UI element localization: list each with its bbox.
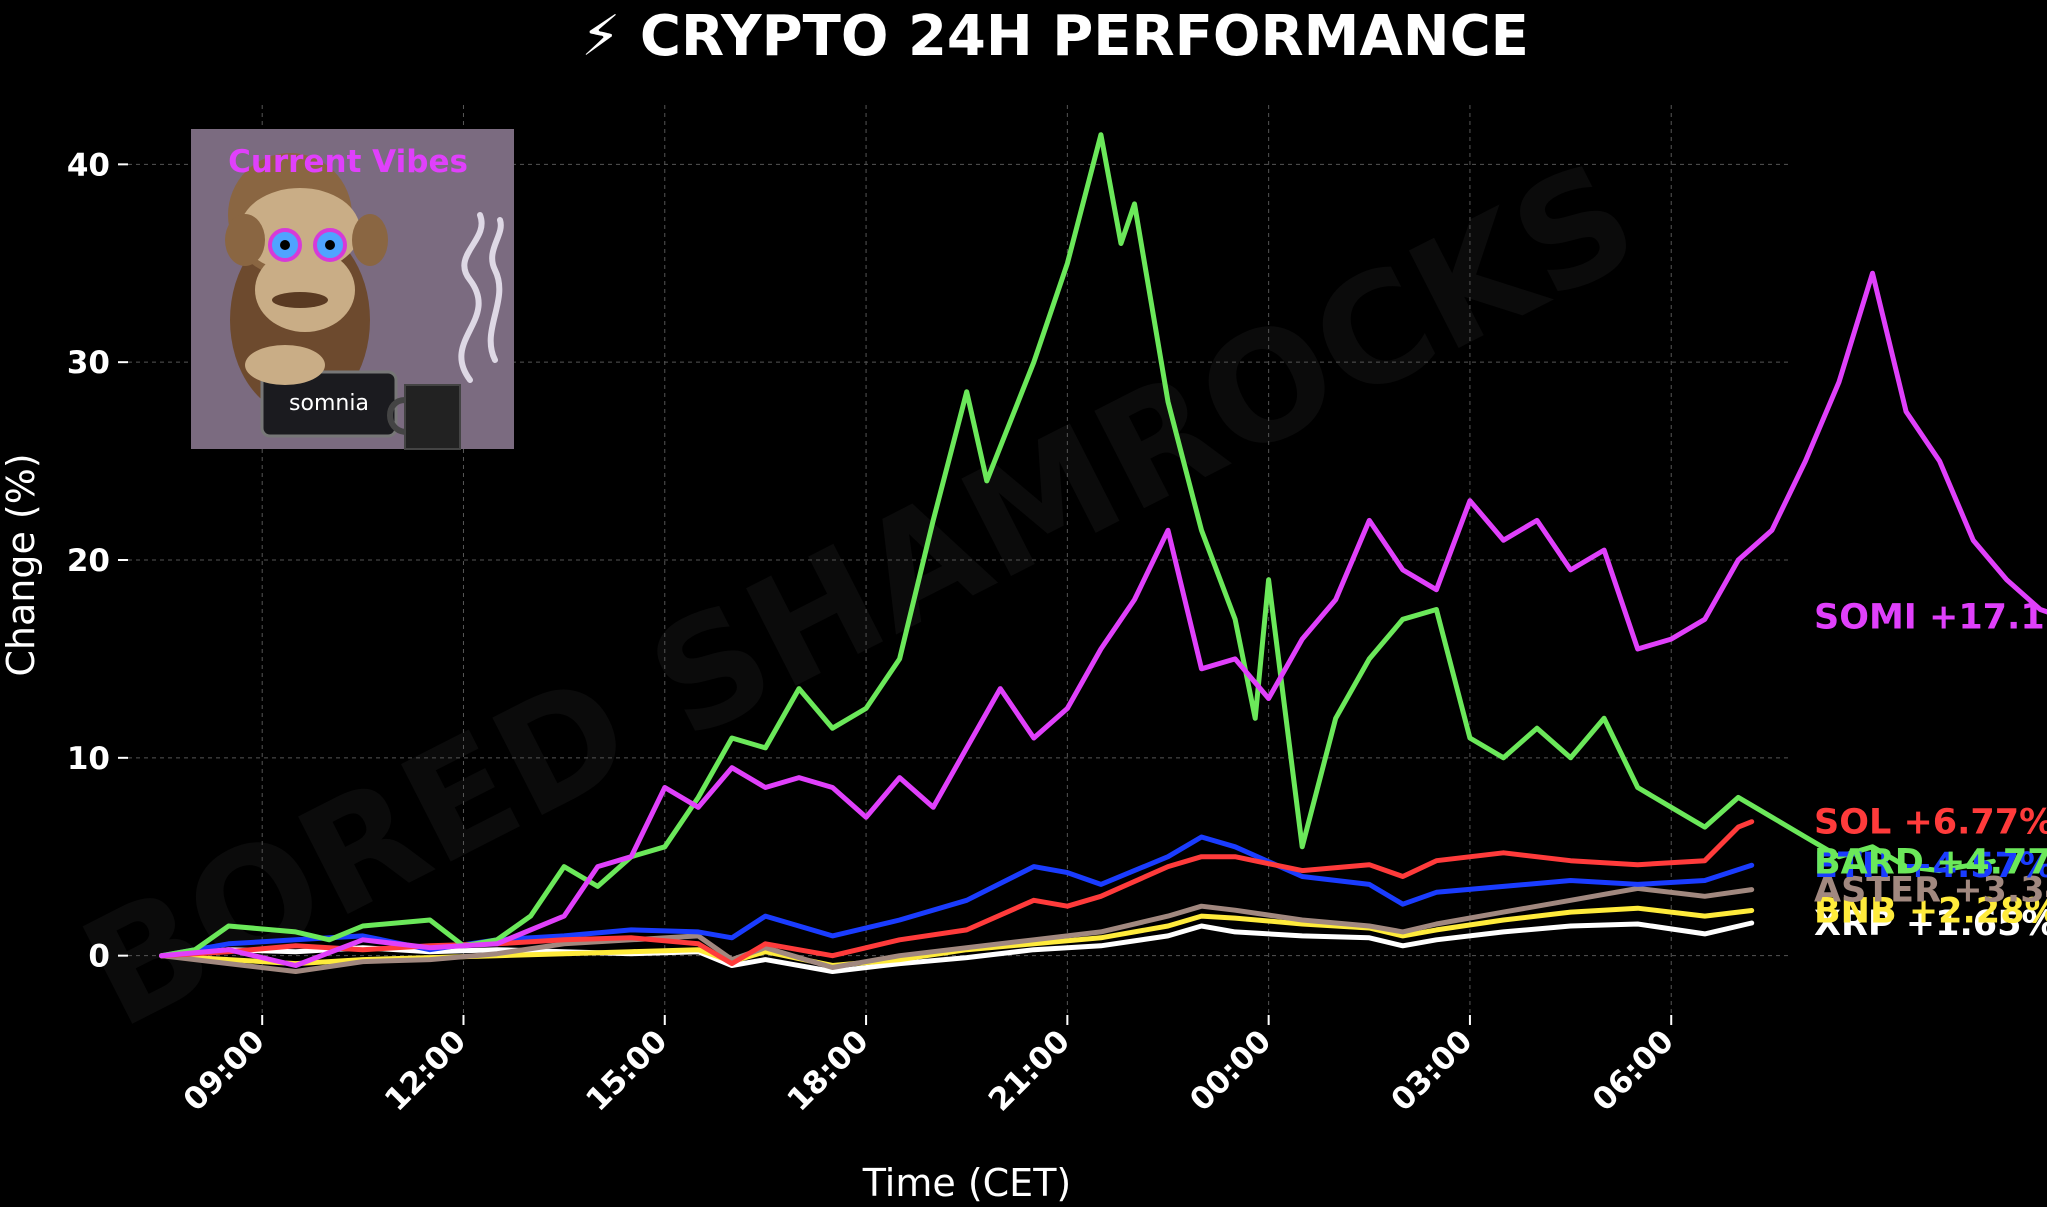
- x-tick-layer: 09:00 12:00 15:00 18:00 21:00 00:00 03:00 06:00: [177, 1015, 1681, 1118]
- x-tick-label: 15:00: [579, 1023, 674, 1118]
- x-tick-label: 09:00: [177, 1023, 272, 1118]
- x-tick-label: 03:00: [1384, 1023, 1479, 1118]
- y-axis-label: Change (%): [0, 453, 43, 676]
- y-tick-layer: 0 10 20 30 40: [67, 147, 128, 975]
- y-tick-label: 0: [88, 939, 110, 975]
- y-tick-label: 20: [67, 543, 110, 579]
- end-label-eth: ETH +4.57%: [1814, 846, 2047, 886]
- y-tick-label: 10: [67, 741, 110, 777]
- hand-icon: [245, 345, 325, 385]
- end-label-bard: BARD +4.77%: [1814, 842, 2047, 882]
- x-tick-label: 21:00: [982, 1023, 1077, 1118]
- inset-image: somnia Current Vibes: [191, 129, 514, 450]
- series-layer: [159, 132, 2047, 974]
- end-label-aster: ASTER +3.34%: [1814, 871, 2047, 911]
- end-label-somi: SOMI +17.15%: [1814, 597, 2047, 637]
- phone-icon: somnia: [260, 370, 398, 438]
- end-label-bnb: BNB +2.28%: [1814, 892, 2047, 932]
- x-axis-label: Time (CET): [862, 1161, 1071, 1205]
- end-label-layer: XRP +1.65%BNB +2.28%ASTER +3.34%ETH +4.5…: [1814, 597, 2047, 944]
- x-tick-label: 00:00: [1183, 1023, 1278, 1118]
- steam-icon: [458, 212, 504, 383]
- series-line-bard: [159, 132, 1996, 959]
- x-tick-label: 06:00: [1586, 1023, 1681, 1118]
- x-tick-label: 12:00: [378, 1023, 473, 1118]
- chart-title: ⚡ CRYPTO 24H PERFORMANCE: [581, 4, 1529, 69]
- end-label-xrp: XRP +1.65%: [1814, 904, 2047, 944]
- inset-caption: Current Vibes: [228, 144, 468, 180]
- series-line-xrp: [159, 920, 1755, 974]
- end-label-sol: SOL +6.77%: [1814, 803, 2047, 843]
- series-line-aster: [159, 885, 1755, 974]
- mug-icon: [387, 384, 461, 450]
- x-tick-label: 18:00: [780, 1023, 875, 1118]
- series-line-somi: [159, 270, 2047, 968]
- y-tick-label: 40: [67, 147, 110, 183]
- y-tick-label: 30: [67, 345, 110, 381]
- phone-brand-text: somnia: [289, 391, 369, 416]
